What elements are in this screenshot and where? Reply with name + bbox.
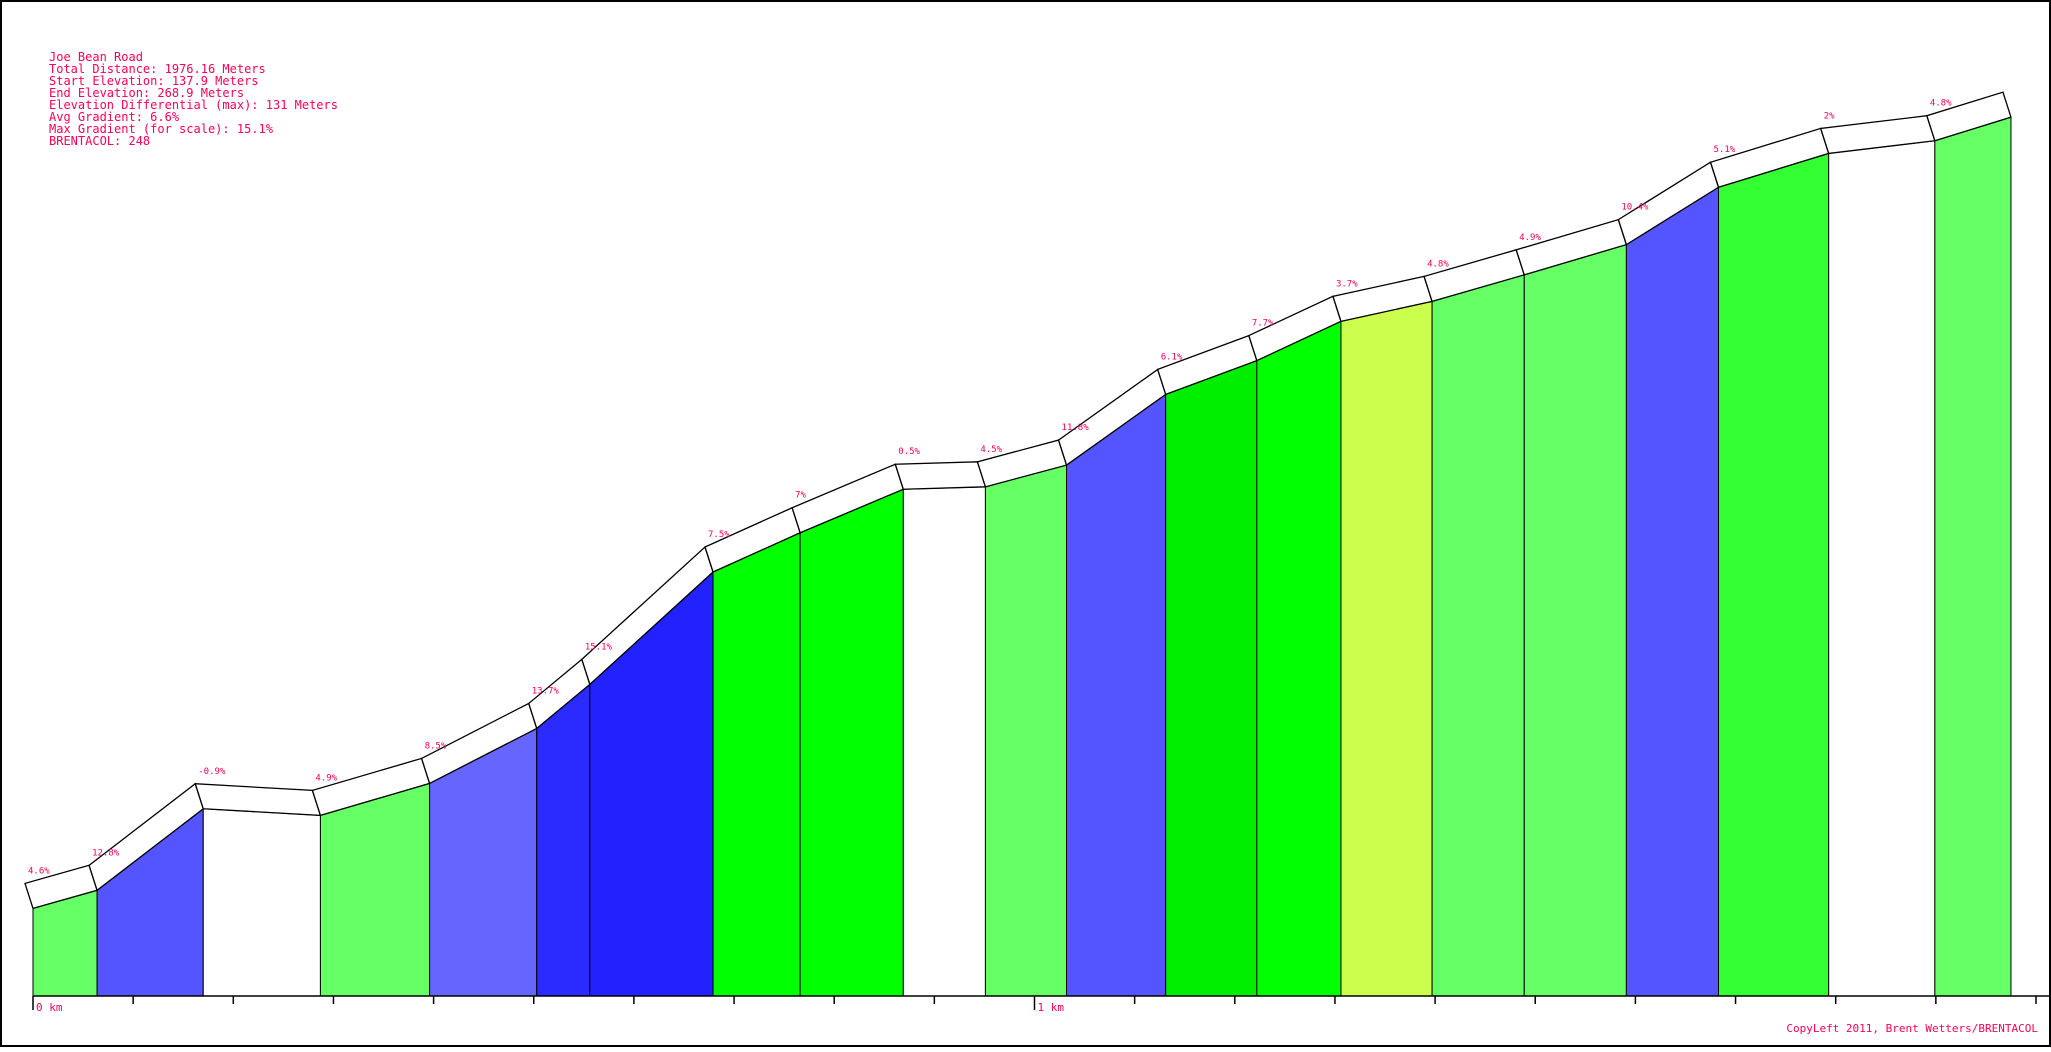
- grade-label-19: 5.1%: [1714, 145, 1736, 155]
- info-line-7: Max Gradient (for scale): 15.1%: [49, 122, 274, 136]
- segment-3: [202, 808, 321, 997]
- grade-label-21: 4.8%: [1930, 99, 1952, 109]
- info-line-8: BRENTACOL: 248: [49, 134, 150, 148]
- info-line-3: Start Elevation: 137.9 Meters: [49, 74, 259, 88]
- credit-text: CopyLeft 2011, Brent Wetters/BRENTACOL: [1786, 1022, 2038, 1035]
- grade-label-4: 4.9%: [315, 773, 337, 783]
- grade-label-13: 6.1%: [1161, 352, 1183, 362]
- grade-label-15: 3.7%: [1336, 279, 1358, 289]
- info-line-4: End Elevation: 268.9 Meters: [49, 86, 244, 100]
- segment-11: [984, 464, 1068, 997]
- segment-10: [902, 486, 986, 997]
- segment-9: [799, 488, 904, 997]
- x-tick-label-0: 0 km: [36, 1001, 63, 1014]
- segment-19: [1718, 152, 1830, 997]
- segment-6: [536, 683, 591, 997]
- grade-label-10: 0.5%: [898, 447, 920, 457]
- grade-label-17: 4.9%: [1519, 233, 1541, 243]
- gradient-labels: 4.6% 12.8% -0.9% 4.9% 8.5% 13.7% 15.1% 7.5% 7% 0.…: [28, 99, 1952, 877]
- segment-12: [1066, 393, 1167, 997]
- segment-14: [1256, 320, 1342, 997]
- segment-20: [1828, 140, 1936, 997]
- grade-label-8: 7.5%: [708, 530, 730, 540]
- info-line-1: Joe Bean Road: [49, 50, 143, 64]
- x-tick-label-1000: 1 km: [1038, 1001, 1065, 1014]
- segment-15: [1340, 300, 1433, 997]
- grade-label-1: 4.6%: [28, 866, 50, 876]
- grade-label-12: 11.8%: [1062, 423, 1090, 433]
- profile-segments: [32, 116, 2012, 997]
- segment-4: [319, 782, 431, 997]
- grade-label-9: 7%: [795, 491, 806, 501]
- segment-16: [1431, 274, 1525, 997]
- grade-label-20: 2%: [1824, 111, 1835, 121]
- segment-17: [1523, 243, 1627, 997]
- info-line-2: Total Distance: 1976.16 Meters: [49, 62, 266, 76]
- road-band-21: [1926, 91, 2012, 142]
- segment-13: [1165, 359, 1258, 997]
- grade-label-7: 15.1%: [585, 642, 613, 652]
- segment-8: [712, 531, 801, 997]
- grade-label-11: 4.5%: [980, 445, 1002, 455]
- grade-label-18: 10.4%: [1621, 203, 1649, 213]
- distance-axis: 0 km 1 km: [32, 995, 2051, 1014]
- segment-18: [1625, 186, 1720, 997]
- grade-label-14: 7.7%: [1252, 319, 1274, 329]
- segment-21: [1934, 116, 2012, 997]
- road-band: [24, 91, 2012, 910]
- grade-label-3: -0.9%: [198, 767, 226, 777]
- grade-label-16: 4.8%: [1427, 259, 1449, 269]
- grade-label-2: 12.8%: [92, 848, 120, 858]
- info-line-5: Elevation Differential (max): 131 Meters: [49, 98, 338, 112]
- grade-label-5: 8.5%: [425, 741, 447, 751]
- road-band-10: [894, 461, 987, 490]
- grade-label-6: 13.7%: [532, 686, 560, 696]
- info-line-6: Avg Gradient: 6.6%: [49, 110, 180, 124]
